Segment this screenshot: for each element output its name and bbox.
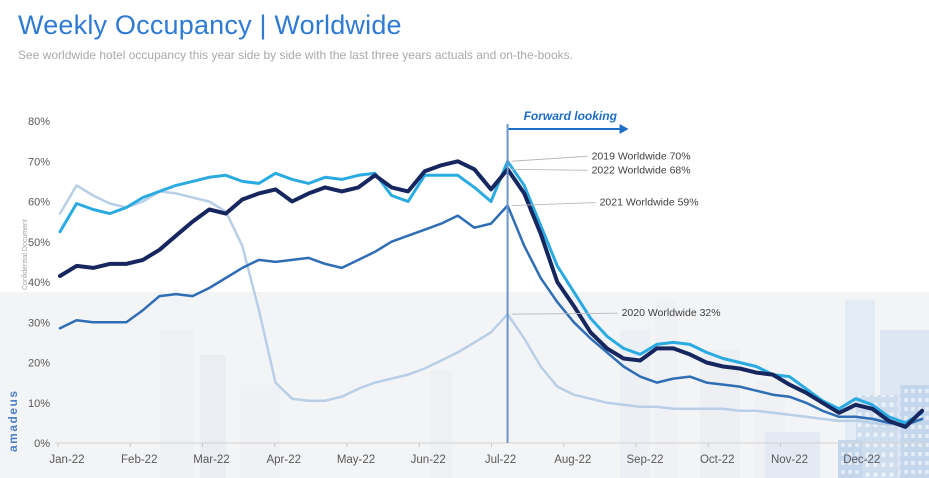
page-subtitle: See worldwide hotel occupancy this year … xyxy=(18,48,573,62)
y-axis-label: 40% xyxy=(28,277,50,289)
chart-axes: Jan-22 Feb-22 Mar-22 Apr-22 May-22 Jun-22 Jul-… xyxy=(28,116,926,466)
x-axis-label: Mar-22 xyxy=(193,454,229,466)
y-axis-label: 10% xyxy=(28,398,50,410)
x-axis-label: Feb-22 xyxy=(121,454,157,466)
y-axis-label: 50% xyxy=(28,237,50,249)
series-value-annotation: 2022 Worldwide 68% xyxy=(592,164,691,176)
series-value-annotation: 2019 Worldwide 70% xyxy=(592,150,691,162)
amadeus-logo: amadeus xyxy=(6,389,20,452)
y-axis-label: 80% xyxy=(28,116,50,128)
series-value-annotation: 2020 Worldwide 32% xyxy=(622,307,721,319)
x-axis-label: Aug-22 xyxy=(554,454,591,466)
y-axis-label: 60% xyxy=(28,197,50,209)
page-title: Weekly Occupancy | Worldwide xyxy=(18,10,402,40)
x-axis-label: Nov-22 xyxy=(771,454,808,466)
x-axis-label: Dec-22 xyxy=(843,454,880,466)
forward-looking-label: Forward looking xyxy=(524,109,618,123)
series-value-annotation: 2021 Worldwide 59% xyxy=(600,197,699,209)
y-axis-label: 30% xyxy=(28,317,50,329)
series-line-2020[interactable] xyxy=(58,184,924,427)
x-axis-label: May-22 xyxy=(337,454,375,466)
y-axis-label: 20% xyxy=(28,358,50,370)
x-axis-label: Sep-22 xyxy=(626,454,663,466)
chart-series xyxy=(58,159,924,429)
x-axis-label: Jul-22 xyxy=(485,454,516,466)
series-line-2021[interactable] xyxy=(58,204,924,427)
x-axis-label: Oct-22 xyxy=(700,454,735,466)
series-line-2022[interactable] xyxy=(58,159,924,429)
series-line-2019[interactable] xyxy=(58,159,924,425)
forward-arrow-icon xyxy=(619,124,629,134)
report-header: Weekly Occupancy | Worldwide See worldwi… xyxy=(18,10,573,62)
forward-looking-divider: Forward looking xyxy=(506,109,629,443)
y-axis-label: 0% xyxy=(34,438,50,450)
x-axis-label: Jan-22 xyxy=(49,454,84,466)
y-axis-label: 70% xyxy=(28,156,50,168)
confidential-watermark-label: Confidential Document xyxy=(22,219,29,290)
x-axis-label: Jun-22 xyxy=(411,454,446,466)
x-axis-label: Apr-22 xyxy=(266,454,301,466)
city-skyline-watermark xyxy=(0,292,929,478)
data-labels: 2019 Worldwide 70% 2022 Worldwide 68% 2021… xyxy=(511,150,721,319)
